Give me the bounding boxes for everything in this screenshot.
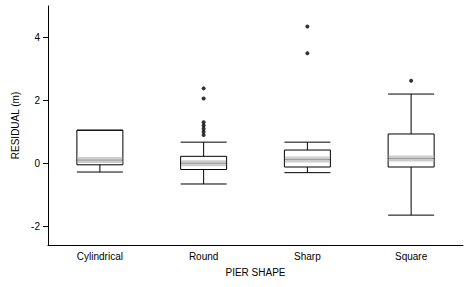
svg-text:RESIDUAL (m): RESIDUAL (m) [10,92,21,159]
svg-text:2: 2 [34,95,40,106]
svg-text:PIER SHAPE: PIER SHAPE [225,267,285,278]
svg-text:Cylindrical: Cylindrical [77,251,123,262]
svg-text:Round: Round [189,251,218,262]
svg-text:4: 4 [34,32,40,43]
svg-text:0: 0 [34,158,40,169]
svg-text:Square: Square [395,251,428,262]
svg-text:-2: -2 [31,221,40,232]
svg-text:Sharp: Sharp [294,251,321,262]
